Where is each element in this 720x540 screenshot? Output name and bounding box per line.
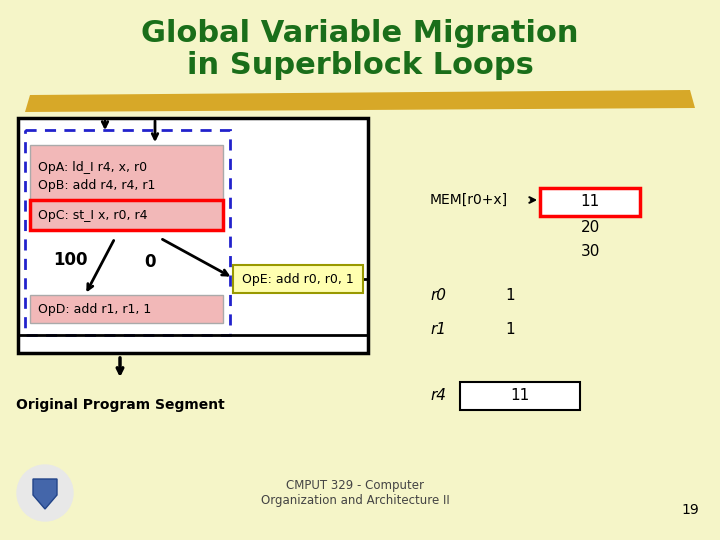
Text: 11: 11 (580, 194, 600, 210)
Bar (30, 145, 223, 230)
Text: r0: r0 (430, 287, 446, 302)
Bar (30, 295, 223, 323)
Bar (18, 118, 368, 353)
Text: OpB: add r4, r4, r1: OpB: add r4, r4, r1 (38, 179, 156, 192)
Text: r1: r1 (430, 322, 446, 338)
Text: Global Variable Migration: Global Variable Migration (141, 18, 579, 48)
Bar (25, 130, 230, 335)
Text: 1: 1 (505, 322, 515, 338)
Text: 11: 11 (510, 388, 530, 403)
Text: OpD: add r1, r1, 1: OpD: add r1, r1, 1 (38, 302, 151, 315)
Bar (233, 265, 363, 293)
Bar (460, 382, 580, 410)
Bar (30, 200, 223, 230)
Text: Original Program Segment: Original Program Segment (16, 398, 225, 412)
Text: MEM[r0+x]: MEM[r0+x] (430, 193, 508, 207)
Text: 100: 100 (53, 251, 87, 269)
Polygon shape (25, 90, 695, 112)
Text: CMPUT 329 - Computer
Organization and Architecture II: CMPUT 329 - Computer Organization and Ar… (261, 479, 449, 507)
Text: 1: 1 (505, 287, 515, 302)
Text: OpC: st_I x, r0, r4: OpC: st_I x, r0, r4 (38, 208, 148, 221)
Text: OpE: add r0, r0, 1: OpE: add r0, r0, 1 (242, 273, 354, 286)
Bar (540, 188, 640, 216)
Polygon shape (33, 479, 57, 509)
Text: 30: 30 (580, 245, 600, 260)
Text: in Superblock Loops: in Superblock Loops (186, 51, 534, 79)
Text: OpA: ld_I r4, x, r0: OpA: ld_I r4, x, r0 (38, 161, 147, 174)
Text: r4: r4 (430, 388, 446, 402)
Circle shape (17, 465, 73, 521)
Text: 0: 0 (144, 253, 156, 271)
Text: 19: 19 (681, 503, 699, 517)
Text: 20: 20 (580, 220, 600, 235)
